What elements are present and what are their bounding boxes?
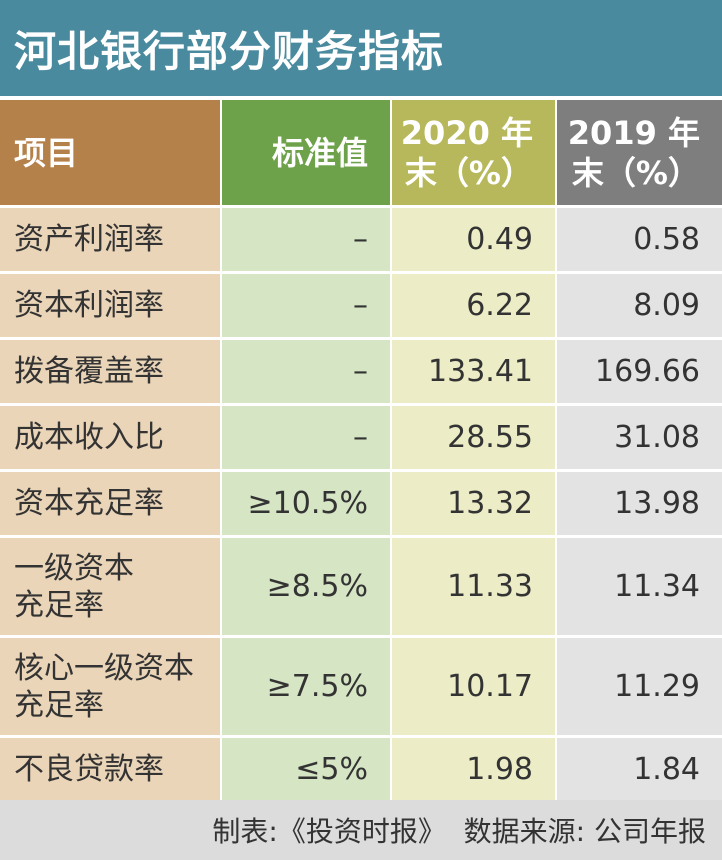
header-row: 项目 标准值 2020 年 末（%） 2019 年 末（%） (0, 100, 722, 208)
cell-standard: ≥7.5% (222, 638, 392, 738)
cell-2019: 11.34 (557, 538, 722, 638)
cell-2020: 28.55 (392, 406, 557, 472)
table-row: 资本充足率 ≥10.5% 13.32 13.98 (0, 472, 722, 538)
cell-2020: 13.32 (392, 472, 557, 538)
cell-2019: 0.58 (557, 208, 722, 274)
item-label: 一级资本 (14, 550, 134, 586)
cell-item: 核心一级资本 充足率 (0, 638, 222, 738)
cell-2019: 169.66 (557, 340, 722, 406)
item-label: 资产利润率 (14, 222, 164, 257)
header-2020-line2: 末（%） (404, 153, 533, 192)
header-item: 项目 (0, 100, 222, 208)
table-row: 拨备覆盖率 – 133.41 169.66 (0, 340, 722, 406)
cell-2019: 1.84 (557, 738, 722, 804)
cell-2020: 0.49 (392, 208, 557, 274)
cell-item: 资本利润率 (0, 274, 222, 340)
cell-item: 资产利润率 (0, 208, 222, 274)
table-row: 成本收入比 – 28.55 31.08 (0, 406, 722, 472)
header-2020: 2020 年 末（%） (392, 100, 557, 208)
table-row: 核心一级资本 充足率 ≥7.5% 10.17 11.29 (0, 638, 722, 738)
table-row: 资产利润率 – 0.49 0.58 (0, 208, 722, 274)
cell-2020: 133.41 (392, 340, 557, 406)
cell-2019: 8.09 (557, 274, 722, 340)
cell-item: 一级资本 充足率 (0, 538, 222, 638)
item-label: 资本充足率 (14, 486, 164, 521)
cell-standard: ≥10.5% (222, 472, 392, 538)
cell-standard: – (222, 274, 392, 340)
header-2020-line1: 2020 年 (400, 113, 533, 152)
cell-standard: ≤5% (222, 738, 392, 804)
header-standard: 标准值 (222, 100, 392, 208)
table-row: 不良贷款率 ≤5% 1.98 1.84 (0, 738, 722, 804)
header-2019: 2019 年 末（%） (557, 100, 722, 208)
cell-2019: 31.08 (557, 406, 722, 472)
cell-2020: 6.22 (392, 274, 557, 340)
cell-standard: – (222, 340, 392, 406)
cell-item: 资本充足率 (0, 472, 222, 538)
header-2019-line1: 2019 年 (567, 113, 700, 152)
header-standard-label: 标准值 (271, 133, 368, 172)
item-label-line2: 充足率 (14, 587, 104, 623)
item-label: 成本收入比 (14, 420, 164, 455)
cell-2019: 11.29 (557, 638, 722, 738)
item-label: 不良贷款率 (14, 752, 164, 787)
cell-standard: ≥8.5% (222, 538, 392, 638)
table-row: 一级资本 充足率 ≥8.5% 11.33 11.34 (0, 538, 722, 638)
item-label-line2: 充足率 (14, 687, 104, 723)
financial-indicators-table: 项目 标准值 2020 年 末（%） 2019 年 末（%） 资产利润率 – 0… (0, 100, 722, 804)
header-item-label: 项目 (14, 133, 79, 172)
cell-2020: 11.33 (392, 538, 557, 638)
source-footer: 制表:《投资时报》 数据来源: 公司年报 (0, 800, 722, 860)
cell-2020: 10.17 (392, 638, 557, 738)
cell-item: 成本收入比 (0, 406, 222, 472)
cell-standard: – (222, 406, 392, 472)
table-title: 河北银行部分财务指标 (0, 0, 722, 96)
cell-2020: 1.98 (392, 738, 557, 804)
item-label: 拨备覆盖率 (14, 354, 164, 389)
cell-item: 不良贷款率 (0, 738, 222, 804)
table-row: 资本利润率 – 6.22 8.09 (0, 274, 722, 340)
cell-2019: 13.98 (557, 472, 722, 538)
header-2019-line2: 末（%） (571, 153, 700, 192)
cell-standard: – (222, 208, 392, 274)
cell-item: 拨备覆盖率 (0, 340, 222, 406)
item-label: 资本利润率 (14, 288, 164, 323)
item-label: 核心一级资本 (14, 650, 194, 686)
